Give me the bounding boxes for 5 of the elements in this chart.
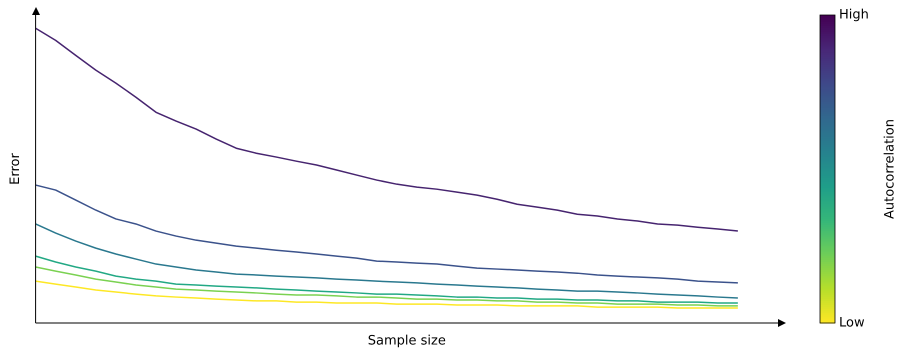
x-axis-title: Sample size <box>368 334 446 349</box>
color-bar-label: Low <box>839 315 865 330</box>
y-axis-title: Error <box>8 152 24 185</box>
color-bar-label: High <box>839 7 869 22</box>
color-bar-title: Autocorrelation <box>882 119 898 219</box>
